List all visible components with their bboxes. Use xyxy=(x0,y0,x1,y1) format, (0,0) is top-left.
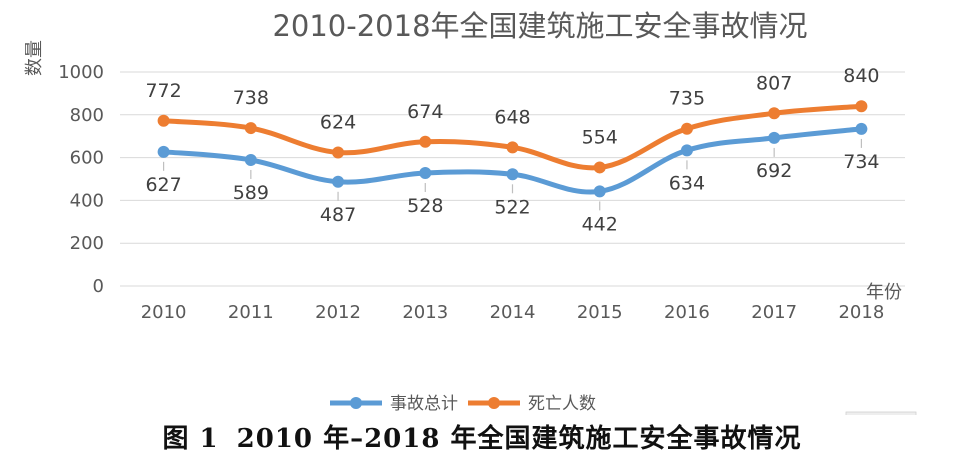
data-point xyxy=(506,141,519,154)
y-tick-label: 200 xyxy=(70,233,104,254)
data-label: 807 xyxy=(756,72,792,94)
data-point xyxy=(680,122,693,135)
x-tick-label: 2017 xyxy=(751,302,797,323)
data-label: 648 xyxy=(494,106,530,128)
y-tick-label: 800 xyxy=(70,105,104,126)
x-axis-label: 年份 xyxy=(866,282,902,303)
legend-swatch-marker xyxy=(488,397,500,409)
x-tick-label: 2010 xyxy=(141,302,187,323)
x-tick-label: 2014 xyxy=(490,302,536,323)
data-point xyxy=(680,144,693,157)
data-point xyxy=(332,175,345,188)
data-label: 840 xyxy=(843,65,879,87)
data-point xyxy=(419,135,432,148)
x-tick-label: 2012 xyxy=(315,302,361,323)
data-label: 522 xyxy=(494,196,530,218)
figure-caption-text: 2010 年–2018 年全国建筑施工安全事故情况 xyxy=(236,424,802,454)
legend: 事故总计 死亡人数 xyxy=(330,394,596,414)
data-point xyxy=(244,122,257,135)
data-point xyxy=(593,185,606,198)
x-tick-label: 2011 xyxy=(228,302,274,323)
legend-label: 死亡人数 xyxy=(528,394,596,414)
y-tick-label: 600 xyxy=(70,148,104,169)
legend-label: 事故总计 xyxy=(390,394,458,414)
data-point xyxy=(157,145,170,158)
x-tick-label: 2016 xyxy=(664,302,710,323)
data-label: 738 xyxy=(233,87,269,109)
x-tick-label: 2015 xyxy=(577,302,623,323)
y-tick-label: 400 xyxy=(70,190,104,211)
data-label: 528 xyxy=(407,195,443,217)
y-tick-label: 1000 xyxy=(58,62,104,83)
data-label: 589 xyxy=(233,182,269,204)
legend-item-2: 死亡人数 xyxy=(468,394,596,414)
x-tick-label: 2018 xyxy=(838,302,884,323)
data-point xyxy=(332,146,345,159)
data-point xyxy=(855,100,868,113)
data-label: 624 xyxy=(320,111,356,133)
data-point xyxy=(157,114,170,127)
y-tick-label: 0 xyxy=(93,276,104,297)
data-label: 442 xyxy=(582,213,618,235)
data-point xyxy=(768,107,781,120)
data-label: 554 xyxy=(582,126,618,148)
x-tick-label: 2013 xyxy=(402,302,448,323)
watermark-mark xyxy=(845,411,917,415)
data-label: 692 xyxy=(756,160,792,182)
data-label: 627 xyxy=(145,174,181,196)
data-point xyxy=(244,153,257,166)
data-point xyxy=(768,131,781,144)
data-label: 487 xyxy=(320,204,356,226)
data-label: 772 xyxy=(145,80,181,102)
data-label: 634 xyxy=(669,172,705,194)
data-label: 674 xyxy=(407,101,443,123)
y-axis-label: 数量 xyxy=(24,40,45,76)
y-axis-ticks: 0 200 400 600 800 1000 xyxy=(58,62,104,297)
legend-swatch-marker xyxy=(350,397,362,409)
data-point xyxy=(419,167,432,180)
line-chart: 2010-2018年全国建筑施工安全事故情况 0 200 400 600 800 1000… xyxy=(24,9,917,415)
chart-title: 2010-2018年全国建筑施工安全事故情况 xyxy=(272,9,807,43)
legend-item-1: 事故总计 xyxy=(330,394,458,414)
series-2: 772 738 624 674 648 554 735 807 840 xyxy=(145,65,880,174)
x-axis-ticks: 2010 2011 2012 2013 2014 2015 2016 2017 2018 xyxy=(141,302,885,323)
data-label: 735 xyxy=(669,88,705,110)
data-point xyxy=(506,168,519,181)
data-point xyxy=(593,161,606,174)
figure-caption: 图 1 2010 年–2018 年全国建筑施工安全事故情况 xyxy=(0,418,964,455)
data-point xyxy=(855,122,868,135)
figure-number: 图 1 xyxy=(162,424,219,454)
series-1: 627 589 487 528 522 442 634 692 734 xyxy=(145,122,880,235)
data-label: 734 xyxy=(843,151,879,173)
